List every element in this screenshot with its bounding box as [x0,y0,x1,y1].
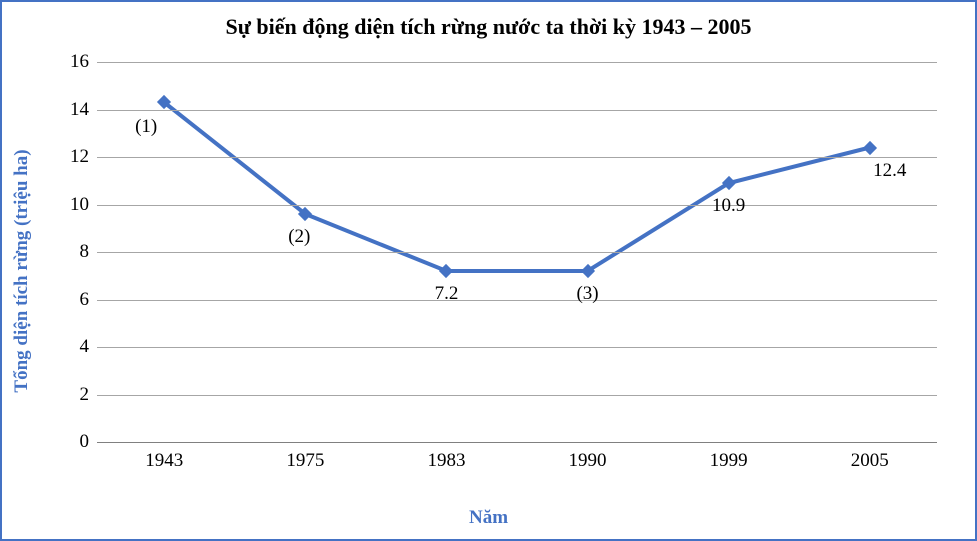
x-tick-label: 1943 [145,450,183,472]
data-point-label: (3) [576,283,598,305]
y-tick-label: 4 [57,336,89,358]
data-point-label: 10.9 [712,195,745,217]
chart-title: Sự biến động diện tích rừng nước ta thời… [2,14,975,40]
plot-area: 0246810121416194319751983199019992005(1)… [97,62,937,442]
y-tick-label: 12 [57,146,89,168]
grid-line [97,205,937,206]
grid-line [97,252,937,253]
y-tick-label: 2 [57,384,89,406]
grid-line [97,62,937,63]
grid-line [97,442,937,443]
grid-line [97,395,937,396]
x-axis-label: Năm [2,507,975,529]
x-tick-label: 1990 [569,450,607,472]
grid-line [97,157,937,158]
x-tick-label: 1999 [710,450,748,472]
x-tick-label: 1983 [427,450,465,472]
x-tick-label: 2005 [851,450,889,472]
y-tick-label: 10 [57,194,89,216]
y-tick-label: 16 [57,51,89,73]
data-line [164,102,870,271]
data-point-label: 7.2 [435,283,459,305]
grid-line [97,347,937,348]
data-point-label: (1) [135,116,157,138]
grid-line [97,300,937,301]
y-tick-label: 14 [57,99,89,121]
grid-line [97,110,937,111]
y-tick-label: 6 [57,289,89,311]
x-tick-label: 1975 [286,450,324,472]
data-point-label: 12.4 [873,160,906,182]
y-tick-label: 8 [57,241,89,263]
data-point-label: (2) [288,226,310,248]
y-tick-label: 0 [57,431,89,453]
y-axis-label: Tổng diện tích rừng (triệu ha) [11,71,33,471]
chart-container: Sự biến động diện tích rừng nước ta thời… [0,0,977,541]
